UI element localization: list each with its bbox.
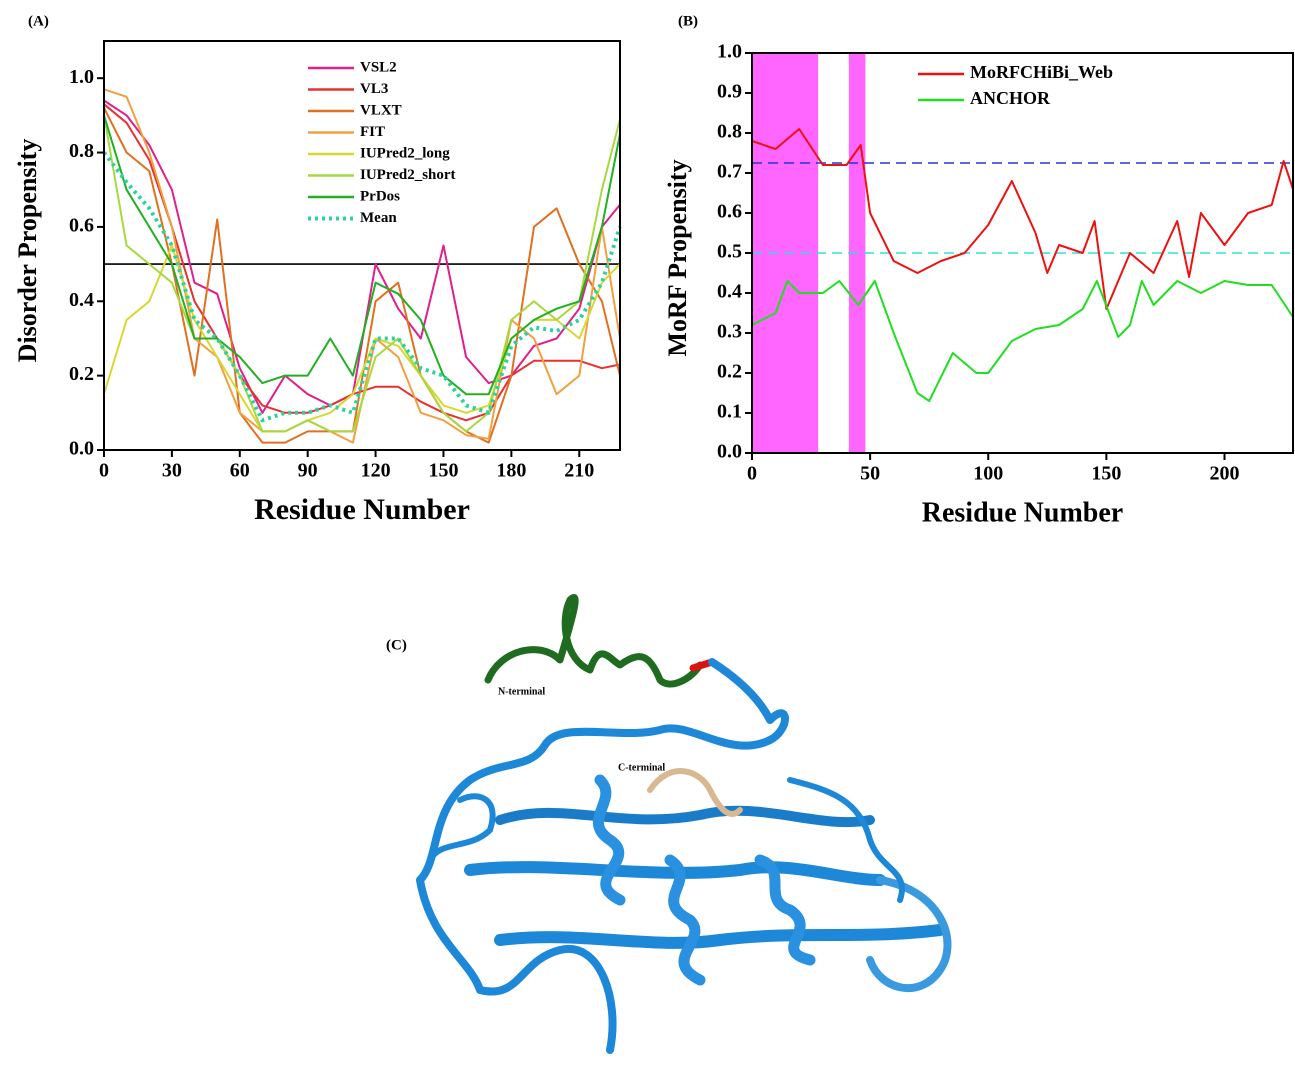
legend-label: Mean	[360, 210, 397, 226]
x-tick-label: 120	[361, 460, 391, 482]
legend-label: IUPred2_short	[360, 167, 456, 183]
panel-label: (C)	[386, 637, 407, 653]
x-tick-label: 50	[860, 463, 880, 485]
y-tick-label: 0.2	[717, 361, 742, 383]
y-tick-label: 0.1	[717, 401, 742, 423]
y-tick-label: 1.0	[69, 66, 94, 88]
x-tick-label: 180	[496, 460, 526, 482]
protein-structure	[420, 598, 948, 1051]
legend-label: ANCHOR	[970, 88, 1051, 108]
legend-label: PrDos	[360, 188, 400, 204]
legend-label: IUPred2_long	[360, 145, 450, 161]
x-tick-label: 210	[564, 460, 594, 482]
legend-label: VSL2	[360, 59, 397, 75]
x-tick-label: 90	[298, 460, 318, 482]
y-tick-label: 0.6	[717, 201, 742, 223]
legend-label: VL3	[360, 81, 388, 97]
x-tick-label: 60	[230, 460, 250, 482]
x-axis-label: Residue Number	[254, 493, 470, 526]
y-tick-label: 0.6	[69, 215, 94, 237]
y-axis-label: Disorder Propensity	[13, 139, 42, 363]
legend-label: FIT	[360, 124, 385, 140]
x-tick-label: 0	[747, 463, 757, 485]
series-line	[752, 129, 1293, 309]
x-tick-label: 150	[1091, 463, 1121, 485]
y-tick-label: 0.0	[717, 441, 742, 463]
panel-label: (A)	[28, 13, 49, 29]
y-axis-label: MoRF Propensity	[663, 159, 692, 356]
annotation: N-terminal	[498, 686, 545, 697]
x-tick-label: 150	[428, 460, 458, 482]
y-tick-label: 0.8	[717, 121, 742, 143]
y-tick-label: 0.2	[69, 363, 94, 385]
x-tick-label: 30	[162, 460, 182, 482]
annotation: C-terminal	[618, 762, 665, 773]
y-tick-label: 0.4	[69, 289, 94, 311]
y-tick-label: 0.8	[69, 140, 94, 162]
legend-label: MoRFCHiBi_Web	[970, 62, 1113, 82]
y-tick-label: 0.7	[717, 161, 742, 183]
x-tick-label: 0	[99, 460, 109, 482]
panel-label: (B)	[678, 13, 698, 29]
y-tick-label: 0.9	[717, 81, 742, 103]
x-tick-label: 100	[973, 463, 1003, 485]
legend-label: VLXT	[360, 102, 402, 118]
y-tick-label: 1.0	[717, 41, 742, 63]
x-axis-label: Residue Number	[922, 497, 1123, 528]
y-tick-label: 0.3	[717, 321, 742, 343]
y-tick-label: 0.4	[717, 281, 742, 303]
y-tick-label: 0.0	[69, 438, 94, 460]
x-tick-label: 200	[1209, 463, 1239, 485]
figure: (C) N-terminal C-terminal (A) 0.0 0.2 0.4 0.…	[0, 0, 1295, 1071]
y-tick-label: 0.5	[717, 241, 742, 263]
series-line	[752, 281, 1293, 401]
